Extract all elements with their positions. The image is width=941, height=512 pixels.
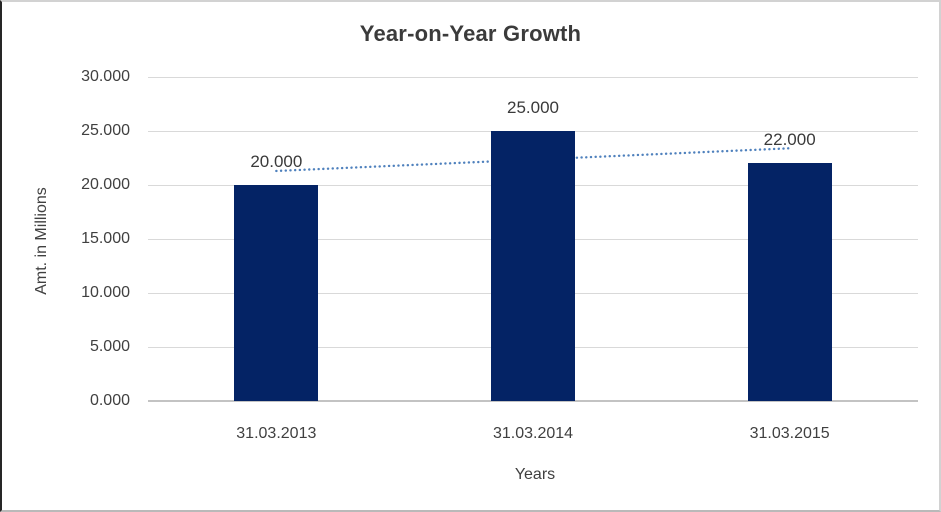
x-tick-label: 31.03.2015 xyxy=(749,425,830,442)
bar-data-label: 25.000 xyxy=(507,98,559,117)
x-tick-label: 31.03.2014 xyxy=(492,425,574,442)
y-tick-label: 15.000 xyxy=(81,230,130,247)
y-tick-label: 0.000 xyxy=(89,392,130,409)
y-tick-label: 20.000 xyxy=(81,176,130,193)
bar xyxy=(491,131,575,401)
bar-data-label: 20.000 xyxy=(250,152,303,171)
y-tick-label: 10.000 xyxy=(81,284,130,301)
chart-title: Year-on-Year Growth xyxy=(359,21,582,46)
y-tick-label: 25.000 xyxy=(81,122,130,139)
bar xyxy=(747,163,832,401)
x-axis-title: Years xyxy=(514,466,556,483)
gridline xyxy=(148,77,918,78)
x-axis-line xyxy=(148,400,918,402)
x-tick-label: 31.03.2013 xyxy=(236,425,317,442)
y-tick-label: 5.000 xyxy=(89,338,130,355)
bar-data-label: 22.000 xyxy=(763,130,816,150)
bar xyxy=(234,185,319,401)
y-tick-label: 30.000 xyxy=(81,68,130,85)
